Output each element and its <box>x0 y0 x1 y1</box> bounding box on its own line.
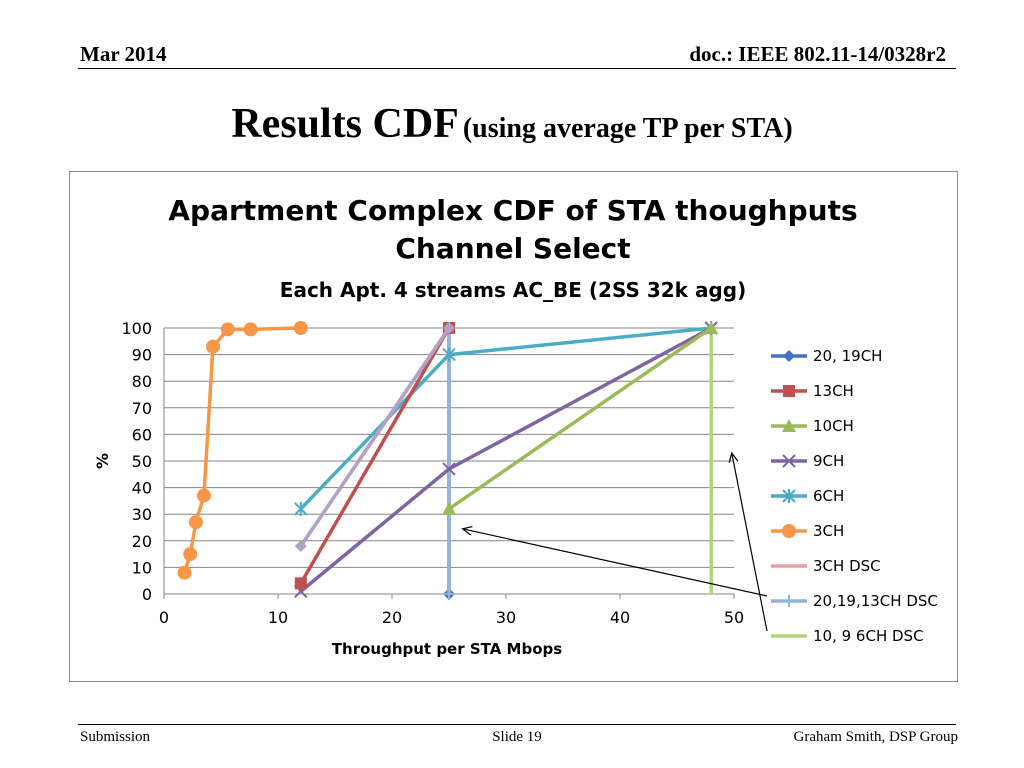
header-doc-id: doc.: IEEE 802.11-14/0328r2 <box>689 42 946 66</box>
x-tick-label: 10 <box>268 608 288 627</box>
footer-submission: Submission <box>80 729 151 745</box>
data-point-3ch <box>196 488 211 503</box>
y-tick-label: 10 <box>132 558 152 577</box>
data-point-6ch <box>294 501 308 516</box>
data-point-3ch <box>220 322 235 337</box>
triangle-marker <box>442 501 456 515</box>
circle-marker <box>177 565 192 580</box>
header-date: Mar 2014 <box>80 42 167 66</box>
series-line-6ch <box>299 326 712 511</box>
legend-marker-10ch <box>782 419 796 432</box>
legend-label-3ch: 3CH <box>813 522 844 540</box>
data-point-10ch <box>442 501 456 515</box>
legend-marker-20-19ch <box>783 350 795 362</box>
series-line-unlabeled <box>299 327 451 548</box>
y-tick-label: 80 <box>132 372 152 391</box>
y-tick-label: 0 <box>142 585 152 604</box>
y-tick-label: 90 <box>132 346 152 365</box>
chart-title-line2: Channel Select <box>395 232 630 265</box>
y-tick-label: 50 <box>132 452 152 471</box>
header-divider <box>78 68 956 69</box>
circle-marker <box>196 488 211 503</box>
y-tick-label: 100 <box>121 319 152 338</box>
data-point-3ch <box>183 547 198 562</box>
triangle-marker <box>704 321 719 334</box>
legend-label-13ch: 13CH <box>813 382 854 400</box>
data-point-3ch <box>188 515 203 530</box>
footer-author: Graham Smith, DSP Group <box>793 729 958 745</box>
legend-marker-6ch <box>782 489 796 503</box>
data-point-9ch <box>442 462 456 476</box>
diamond-marker <box>294 540 307 553</box>
square-marker <box>783 385 795 397</box>
x-marker-stroke <box>442 462 456 476</box>
triangle-marker <box>782 419 796 432</box>
x-tick-label: 50 <box>724 608 744 627</box>
circle-marker <box>782 524 796 538</box>
circle-marker <box>220 322 235 337</box>
annotation-arrow-line <box>731 452 768 632</box>
y-tick-label: 20 <box>132 532 152 551</box>
circle-marker <box>243 322 258 337</box>
chart-title: Apartment Complex CDF of STA thoughputs <box>168 194 857 227</box>
slide-title: Results CDF (using average TP per STA) <box>0 100 1024 148</box>
legend-label-20-19-13ch-dsc: 20,19,13CH DSC <box>813 592 938 610</box>
footer-divider <box>78 724 956 725</box>
square-marker <box>294 577 307 590</box>
annotation-arrow-head <box>461 525 473 536</box>
y-tick-label: 60 <box>132 425 152 444</box>
circle-marker <box>183 547 198 562</box>
chart-frame: Apartment Complex CDF of STA thoughputs C… <box>69 171 958 682</box>
series-line-3ch <box>182 326 301 574</box>
data-point-unlabeled <box>294 540 307 553</box>
data-point-3ch <box>293 321 308 335</box>
annotation-arrow-line <box>462 528 768 597</box>
x-marker-stroke <box>782 454 796 468</box>
slide-title-sub: (using average TP per STA) <box>462 113 793 144</box>
diamond-marker <box>443 322 455 334</box>
chart-subtitle: Each Apt. 4 streams AC_BE (2SS 32k agg) <box>280 278 746 302</box>
data-point-3ch <box>243 322 258 337</box>
legend-marker-20-19-13ch-dsc <box>783 595 795 607</box>
legend-label-6ch: 6CH <box>813 487 844 505</box>
x-tick-label: 30 <box>496 608 516 627</box>
data-point-unlabeled <box>443 322 455 334</box>
slide-title-main: Results CDF <box>231 101 459 147</box>
series-line-9ch <box>299 326 713 593</box>
legend-label-10-9-6ch-dsc: 10, 9 6CH DSC <box>813 627 924 645</box>
legend-label-10ch: 10CH <box>813 417 854 435</box>
legend-marker-3ch <box>782 524 796 538</box>
x-tick-label: 0 <box>159 608 169 627</box>
data-point-3ch <box>177 565 192 580</box>
data-point-3ch <box>206 339 221 354</box>
diamond-marker <box>783 350 795 362</box>
footer-slide-number: Slide 19 <box>492 729 542 745</box>
circle-marker <box>188 515 203 530</box>
series-line-10ch <box>448 326 713 511</box>
legend-label-20-19ch: 20, 19CH <box>813 347 882 365</box>
series-line-13ch <box>299 327 451 585</box>
y-axis-label: % <box>93 453 112 469</box>
data-point-6ch <box>442 347 456 362</box>
circle-marker <box>293 321 308 335</box>
x-axis-label: Throughput per STA Mbops <box>332 640 562 658</box>
legend-marker-13ch <box>783 385 795 397</box>
annotation-arrow-head <box>728 451 739 463</box>
legend-label-9ch: 9CH <box>813 452 844 470</box>
y-tick-label: 40 <box>132 479 152 498</box>
circle-marker <box>206 339 221 354</box>
legend-marker-9ch <box>782 454 796 468</box>
x-tick-label: 20 <box>382 608 402 627</box>
data-point-10ch <box>704 321 719 334</box>
y-tick-label: 30 <box>132 505 152 524</box>
y-tick-label: 70 <box>132 399 152 418</box>
data-point-13ch <box>294 577 307 590</box>
data-point-20-19-13ch-dsc <box>443 588 455 600</box>
x-tick-label: 40 <box>610 608 630 627</box>
cdf-chart: Apartment Complex CDF of STA thoughputs C… <box>93 194 938 658</box>
legend-label-3ch-dsc: 3CH DSC <box>813 557 881 575</box>
